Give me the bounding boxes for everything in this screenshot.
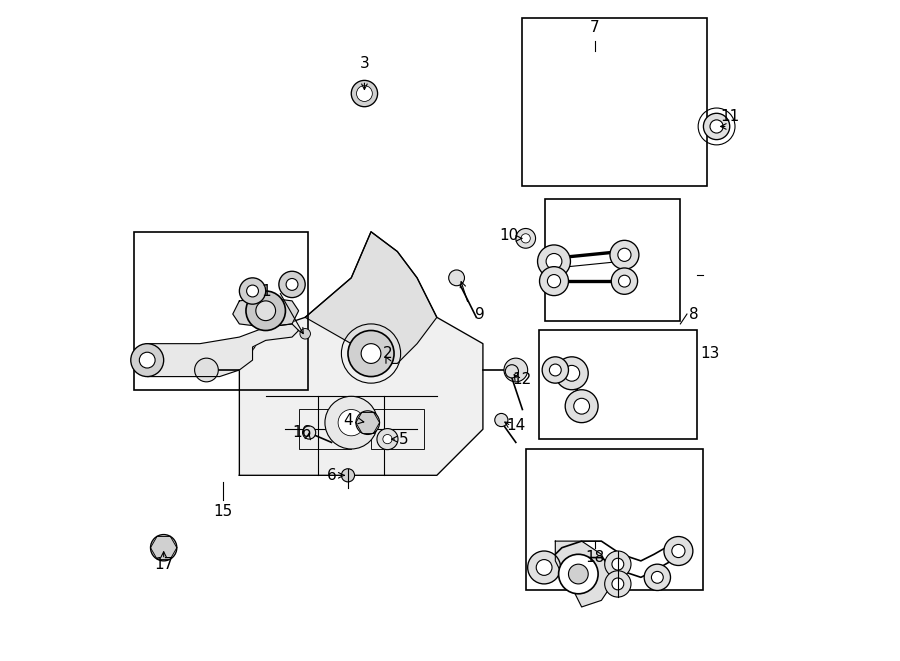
Circle shape	[348, 330, 394, 377]
Text: 6: 6	[327, 468, 337, 483]
Circle shape	[247, 285, 258, 297]
Circle shape	[671, 545, 685, 558]
Circle shape	[546, 253, 562, 269]
Bar	[299, 409, 351, 449]
Polygon shape	[148, 324, 299, 377]
Circle shape	[516, 229, 536, 249]
Text: 12: 12	[513, 372, 532, 387]
Bar	[134, 232, 309, 390]
Circle shape	[610, 241, 639, 269]
Circle shape	[564, 366, 580, 381]
Circle shape	[542, 357, 569, 383]
Circle shape	[536, 560, 552, 575]
Circle shape	[710, 120, 724, 133]
Bar	[526, 449, 704, 590]
Circle shape	[338, 409, 364, 436]
Text: 8: 8	[688, 307, 698, 321]
Text: 4: 4	[343, 412, 353, 428]
Circle shape	[539, 266, 569, 295]
Circle shape	[300, 329, 310, 339]
Polygon shape	[555, 541, 615, 607]
Text: 18: 18	[585, 550, 605, 565]
Circle shape	[612, 578, 624, 590]
Text: 13: 13	[700, 346, 720, 361]
Text: 10: 10	[500, 227, 519, 243]
Bar	[371, 409, 424, 449]
Text: 11: 11	[720, 109, 740, 124]
Circle shape	[644, 564, 670, 590]
Bar	[539, 330, 697, 439]
Circle shape	[559, 555, 598, 594]
Circle shape	[256, 301, 275, 321]
Circle shape	[351, 81, 378, 106]
Circle shape	[361, 344, 381, 364]
Circle shape	[130, 344, 164, 377]
Circle shape	[239, 278, 266, 304]
Text: 3: 3	[360, 56, 369, 71]
Circle shape	[521, 234, 530, 243]
Circle shape	[495, 413, 508, 426]
Circle shape	[449, 270, 464, 286]
Circle shape	[605, 570, 631, 597]
Polygon shape	[233, 297, 299, 327]
Text: 16: 16	[292, 425, 311, 440]
Circle shape	[377, 428, 398, 449]
Circle shape	[341, 469, 355, 482]
Circle shape	[537, 245, 571, 278]
Circle shape	[547, 274, 561, 288]
Circle shape	[652, 571, 663, 583]
Circle shape	[150, 535, 176, 561]
Text: 1: 1	[261, 284, 271, 299]
Circle shape	[356, 86, 373, 101]
Text: 14: 14	[506, 418, 526, 434]
Circle shape	[555, 357, 589, 390]
Bar	[545, 199, 680, 321]
Circle shape	[286, 278, 298, 290]
Circle shape	[573, 399, 590, 414]
Circle shape	[569, 564, 589, 584]
Circle shape	[279, 271, 305, 297]
Bar	[522, 18, 706, 186]
Circle shape	[140, 352, 155, 368]
Circle shape	[504, 358, 527, 382]
Circle shape	[382, 434, 392, 444]
Circle shape	[605, 551, 631, 577]
Circle shape	[549, 364, 562, 376]
Circle shape	[505, 365, 518, 378]
Text: 2: 2	[382, 346, 392, 361]
Circle shape	[302, 426, 316, 439]
Text: 15: 15	[213, 504, 232, 519]
Circle shape	[246, 291, 285, 330]
Text: 5: 5	[399, 432, 409, 447]
Circle shape	[325, 397, 378, 449]
Circle shape	[618, 275, 630, 287]
Circle shape	[565, 390, 599, 422]
Circle shape	[617, 249, 631, 261]
Circle shape	[612, 559, 624, 570]
Circle shape	[527, 551, 561, 584]
Circle shape	[664, 537, 693, 565]
Circle shape	[356, 410, 380, 434]
Polygon shape	[239, 232, 483, 475]
Circle shape	[194, 358, 219, 382]
Text: 9: 9	[474, 307, 484, 321]
Polygon shape	[305, 232, 436, 364]
Text: 7: 7	[590, 20, 599, 35]
Circle shape	[704, 113, 730, 139]
Text: 17: 17	[154, 557, 174, 572]
Circle shape	[611, 268, 637, 294]
